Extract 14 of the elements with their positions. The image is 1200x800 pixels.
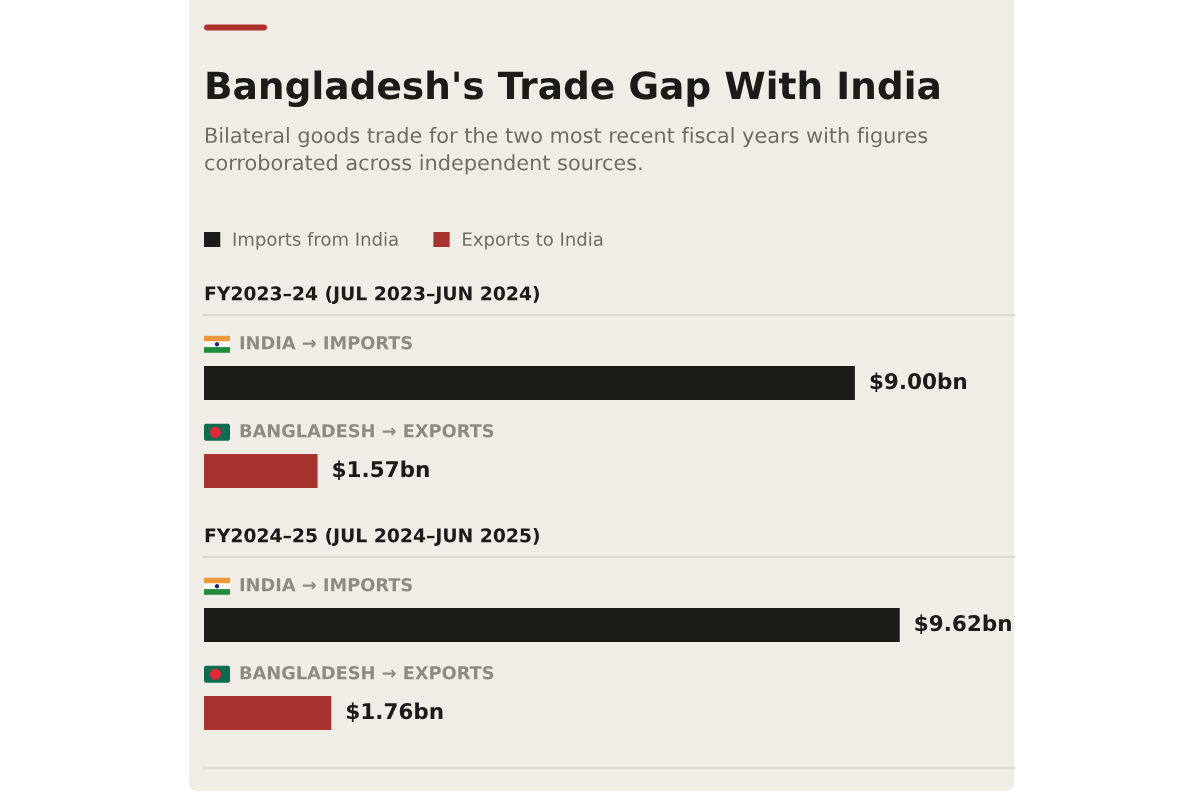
data-label: $1.57bn — [333, 460, 429, 481]
y-tick-label: BANGLADESH → EXPORTS — [240, 665, 494, 680]
y-tick-label: BANGLADESH → EXPORTS — [240, 423, 494, 438]
chart-title: FY2024–25 (JUL 2024–JUN 2025) — [205, 527, 539, 546]
legend-label: Imports from India — [233, 232, 398, 250]
text: Bilateral goods trade for the two most recent fiscal years with figures corroborated across independent sources. — [205, 127, 928, 175]
data-label: $9.62bn — [915, 614, 1011, 635]
data-label: $9.00bn — [870, 372, 967, 393]
chart-title: FY2023–24 (JUL 2023–JUN 2024) — [205, 285, 539, 304]
data-label: $1.76bn — [346, 702, 443, 723]
legend-label: Exports to India — [463, 232, 603, 250]
text: Bangladesh's Trade Gap With India — [207, 70, 939, 108]
y-tick-label: INDIA → IMPORTS — [240, 577, 412, 592]
y-tick-label: INDIA → IMPORTS — [240, 335, 412, 350]
